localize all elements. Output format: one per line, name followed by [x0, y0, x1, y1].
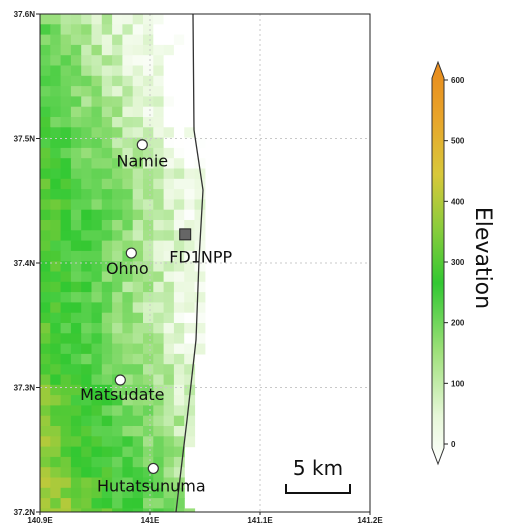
- scale-bar-label: 5 km: [293, 456, 343, 480]
- scale-bar: 5 km: [285, 456, 351, 494]
- place-marker-hutatsunuma: Hutatsunuma: [97, 462, 206, 495]
- latitude-tick-labels: 37.6N 37.5N 37.4N 37.3N 37.2N: [14, 10, 40, 517]
- colorbar-tick-label: 0: [451, 440, 456, 449]
- colorbar-tick-label: 200: [451, 319, 465, 328]
- place-marker-namie: Namie: [116, 139, 168, 171]
- colorbar-tick-label: 500: [451, 137, 465, 146]
- place-marker-ohno: Ohno: [106, 247, 149, 278]
- longitude-tick-label: 141E: [141, 516, 160, 525]
- place-label: Matsudate: [80, 385, 164, 404]
- latitude-tick-label: 37.6N: [14, 10, 36, 19]
- place-label: Hutatsunuma: [97, 476, 206, 495]
- town-circle-icon: [114, 374, 126, 386]
- longitude-tick-label: 140.9E: [27, 516, 53, 525]
- colorbar-tick-label: 100: [451, 379, 465, 388]
- longitude-tick-labels: 140.9E 141E 141.1E 141.2E: [27, 512, 383, 525]
- place-label: Ohno: [106, 259, 149, 278]
- place-marker-matsudate: Matsudate: [80, 374, 165, 404]
- town-circle-icon: [136, 139, 148, 151]
- colorbar: 0 100 200 300 400 500 600 Elevation: [431, 60, 495, 466]
- latitude-tick-label: 37.4N: [14, 259, 36, 268]
- graticule: [40, 14, 370, 512]
- longitude-tick-label: 141.1E: [247, 516, 273, 525]
- place-label: FD1NPP: [169, 247, 232, 266]
- latitude-tick-label: 37.2N: [14, 508, 36, 517]
- colorbar-tick-labels: 0 100 200 300 400 500 600: [444, 76, 465, 449]
- colorbar-tick-label: 400: [451, 197, 465, 206]
- latitude-tick-label: 37.3N: [14, 384, 36, 393]
- elevation-raster: [40, 14, 206, 512]
- colorbar-body: [431, 60, 445, 466]
- colorbar-title: Elevation: [470, 207, 495, 309]
- longitude-tick-label: 141.2E: [357, 516, 383, 525]
- town-circle-icon: [147, 462, 159, 475]
- coastline: [175, 13, 204, 513]
- place-marker-fd1npp: FD1NPP: [169, 228, 233, 266]
- latitude-tick-label: 37.5N: [14, 135, 36, 144]
- place-label: Namie: [116, 152, 168, 171]
- place-markers: Namie FD1NPP Ohno Matsudate Hutatsunuma: [80, 139, 233, 495]
- colorbar-tick-label: 600: [451, 76, 465, 85]
- power-plant-square-icon: [179, 228, 192, 241]
- town-circle-icon: [125, 247, 137, 259]
- colorbar-tick-label: 300: [451, 258, 465, 267]
- map-plot-area: [40, 14, 370, 512]
